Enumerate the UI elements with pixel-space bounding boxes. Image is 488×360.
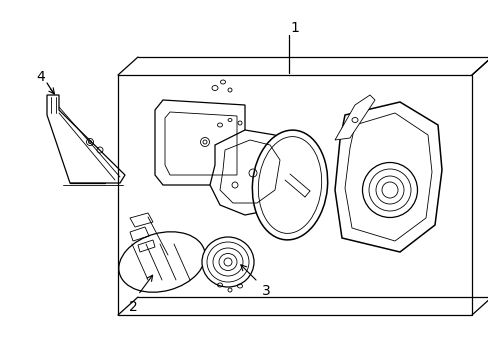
Polygon shape <box>155 100 244 185</box>
Ellipse shape <box>362 162 417 217</box>
Text: 2: 2 <box>128 300 137 314</box>
Text: 4: 4 <box>37 70 45 84</box>
Polygon shape <box>209 130 292 215</box>
Ellipse shape <box>252 130 327 240</box>
Ellipse shape <box>119 232 205 292</box>
Polygon shape <box>334 95 374 140</box>
Text: 1: 1 <box>289 21 298 35</box>
Polygon shape <box>334 102 441 252</box>
Ellipse shape <box>202 237 253 287</box>
Text: 3: 3 <box>262 284 270 298</box>
